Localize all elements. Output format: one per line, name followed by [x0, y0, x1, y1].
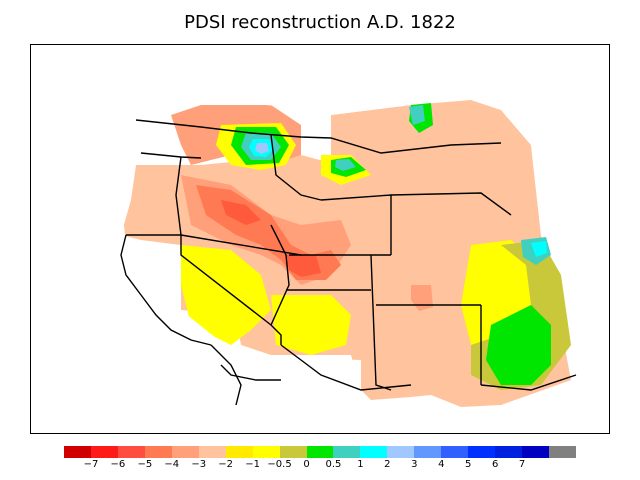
colorbar-box	[90, 446, 119, 458]
colorbar-label: −6	[110, 459, 126, 470]
colorbar-box	[549, 446, 577, 458]
region-yellow-ca	[181, 245, 271, 345]
region-teal-mt	[335, 159, 356, 171]
colorbar-label: 6	[491, 459, 499, 470]
border-az-nm	[370, 254, 392, 391]
colorbar-box	[306, 446, 334, 458]
colorbar-box	[522, 446, 550, 458]
pdsi-map	[31, 45, 609, 433]
colorbar-box	[252, 446, 281, 458]
border-id-mt	[270, 134, 322, 201]
colorbar-label: 2	[384, 459, 391, 470]
colorbar-label: 3	[411, 459, 418, 470]
map-title: PDSI reconstruction A.D. 1822	[184, 12, 456, 33]
border-mx-gulf	[220, 364, 281, 381]
colorbar-box	[64, 446, 92, 458]
colorbar-labels: −7 −6 −5 −4 −3 −2 −1 −0.5 0 0.5 1 2 3 4 5 6 7	[0, 459, 640, 475]
colorbar-label: 0.5	[325, 459, 342, 470]
colorbar-label: −5	[137, 459, 153, 470]
border-az-mx	[280, 344, 412, 391]
border-canada	[135, 119, 502, 154]
colorbar-box	[387, 446, 415, 458]
colorbar-label: −4	[164, 459, 180, 470]
ne-mask	[471, 100, 609, 235]
colorbar-label: −7	[83, 459, 99, 470]
colorbar-label: 5	[465, 459, 472, 470]
region-green-texas	[486, 305, 551, 385]
map-frame	[30, 44, 610, 434]
border-tx	[480, 374, 577, 391]
colorbar-box	[360, 446, 388, 458]
colorbar-label: −2	[218, 459, 234, 470]
region-base-peach	[121, 100, 571, 407]
colorbar-label: 4	[438, 459, 445, 470]
region-teal-ne	[409, 105, 425, 125]
region-red-core	[221, 200, 261, 225]
colorbar-box	[441, 446, 469, 458]
center-mask	[331, 105, 411, 115]
colorbar-box	[333, 446, 361, 458]
colorbar-box	[414, 446, 442, 458]
borders	[120, 119, 577, 406]
colorbar-label: −1	[245, 459, 260, 470]
colorbar-box	[468, 446, 496, 458]
region-yellow-az	[271, 295, 351, 355]
colorbar-box	[144, 446, 173, 458]
border-id-west	[175, 156, 182, 236]
colorbar-label: 1	[357, 459, 364, 470]
colorbar-label: −3	[191, 459, 207, 470]
region-cyan-e	[531, 241, 547, 257]
colorbar-label: 7	[518, 459, 526, 470]
region-lightblue-nw	[255, 143, 269, 154]
border-wy-ne	[390, 192, 512, 216]
coast-baja	[210, 344, 242, 406]
colorbar-box	[198, 446, 227, 458]
colorbar-box	[171, 446, 200, 458]
coast-ca	[120, 234, 212, 346]
colorbar-box	[495, 446, 523, 458]
colorbar-box	[117, 446, 146, 458]
colorbar	[64, 446, 577, 458]
colorbar-box	[225, 446, 254, 458]
border-nv-ut	[270, 224, 290, 326]
colorbar-label: 0	[303, 459, 310, 470]
ocean-mask	[31, 45, 609, 433]
colorbar-box	[279, 446, 308, 458]
region-red-core-2	[286, 255, 321, 277]
colorbar-label: −0.5	[267, 459, 292, 470]
